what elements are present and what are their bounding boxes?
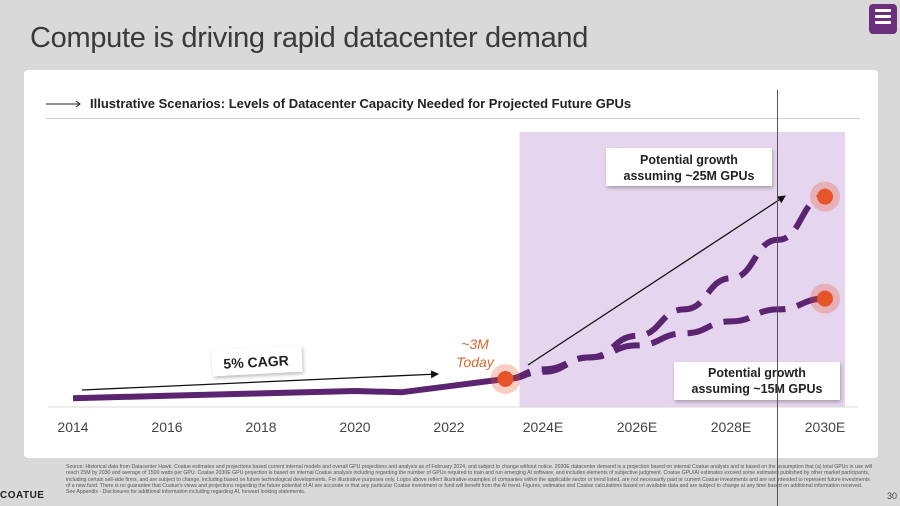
right-arrow-icon — [46, 100, 81, 107]
x-tick-label: 2020 — [339, 419, 370, 435]
document-list-icon — [869, 4, 897, 34]
chart-header: Illustrative Scenarios: Levels of Datace… — [46, 96, 631, 111]
x-tick-label: 2018 — [245, 419, 276, 435]
growth-arrow — [527, 195, 786, 366]
x-tick-label: 2014 — [57, 419, 88, 435]
x-tick-label: 2024E — [523, 419, 563, 435]
cagr-label: 5% CAGR — [211, 345, 303, 377]
today-value-label: ~3M — [461, 336, 489, 352]
today-label: Today — [456, 354, 495, 370]
svg-text:Potential growth: Potential growth — [640, 153, 738, 167]
header-divider — [46, 118, 860, 119]
chart-subtitle: Illustrative Scenarios: Levels of Datace… — [90, 96, 632, 111]
vertical-reference-line — [777, 90, 778, 506]
cagr-arrow — [81, 370, 439, 391]
footnote: Source: Historical data from Datacenter … — [66, 464, 872, 496]
high-scenario-marker — [810, 181, 840, 212]
svg-text:5% CAGR: 5% CAGR — [223, 352, 289, 371]
page-number: 30 — [886, 491, 897, 501]
brand-logo: COATUE — [0, 490, 45, 501]
x-tick-label: 2030E — [805, 419, 845, 435]
svg-text:assuming ~15M GPUs: assuming ~15M GPUs — [692, 382, 823, 396]
x-tick-label: 2026E — [617, 419, 657, 435]
svg-text:Potential growth: Potential growth — [708, 366, 806, 380]
today-marker — [490, 364, 521, 394]
slide-title: Compute is driving rapid datacenter dema… — [30, 22, 589, 54]
historical-line — [72, 376, 506, 402]
low-scenario-label: Potential growth assuming ~15M GPUs — [674, 362, 840, 400]
low-scenario-line — [505, 295, 826, 382]
x-tick-label: 2028E — [711, 419, 751, 435]
svg-text:assuming ~25M GPUs: assuming ~25M GPUs — [624, 169, 755, 183]
x-tick-label: 2022 — [433, 419, 464, 435]
low-scenario-marker — [810, 283, 840, 314]
high-scenario-label: Potential growth assuming ~25M GPUs — [606, 148, 772, 186]
x-tick-label: 2016 — [151, 419, 182, 435]
